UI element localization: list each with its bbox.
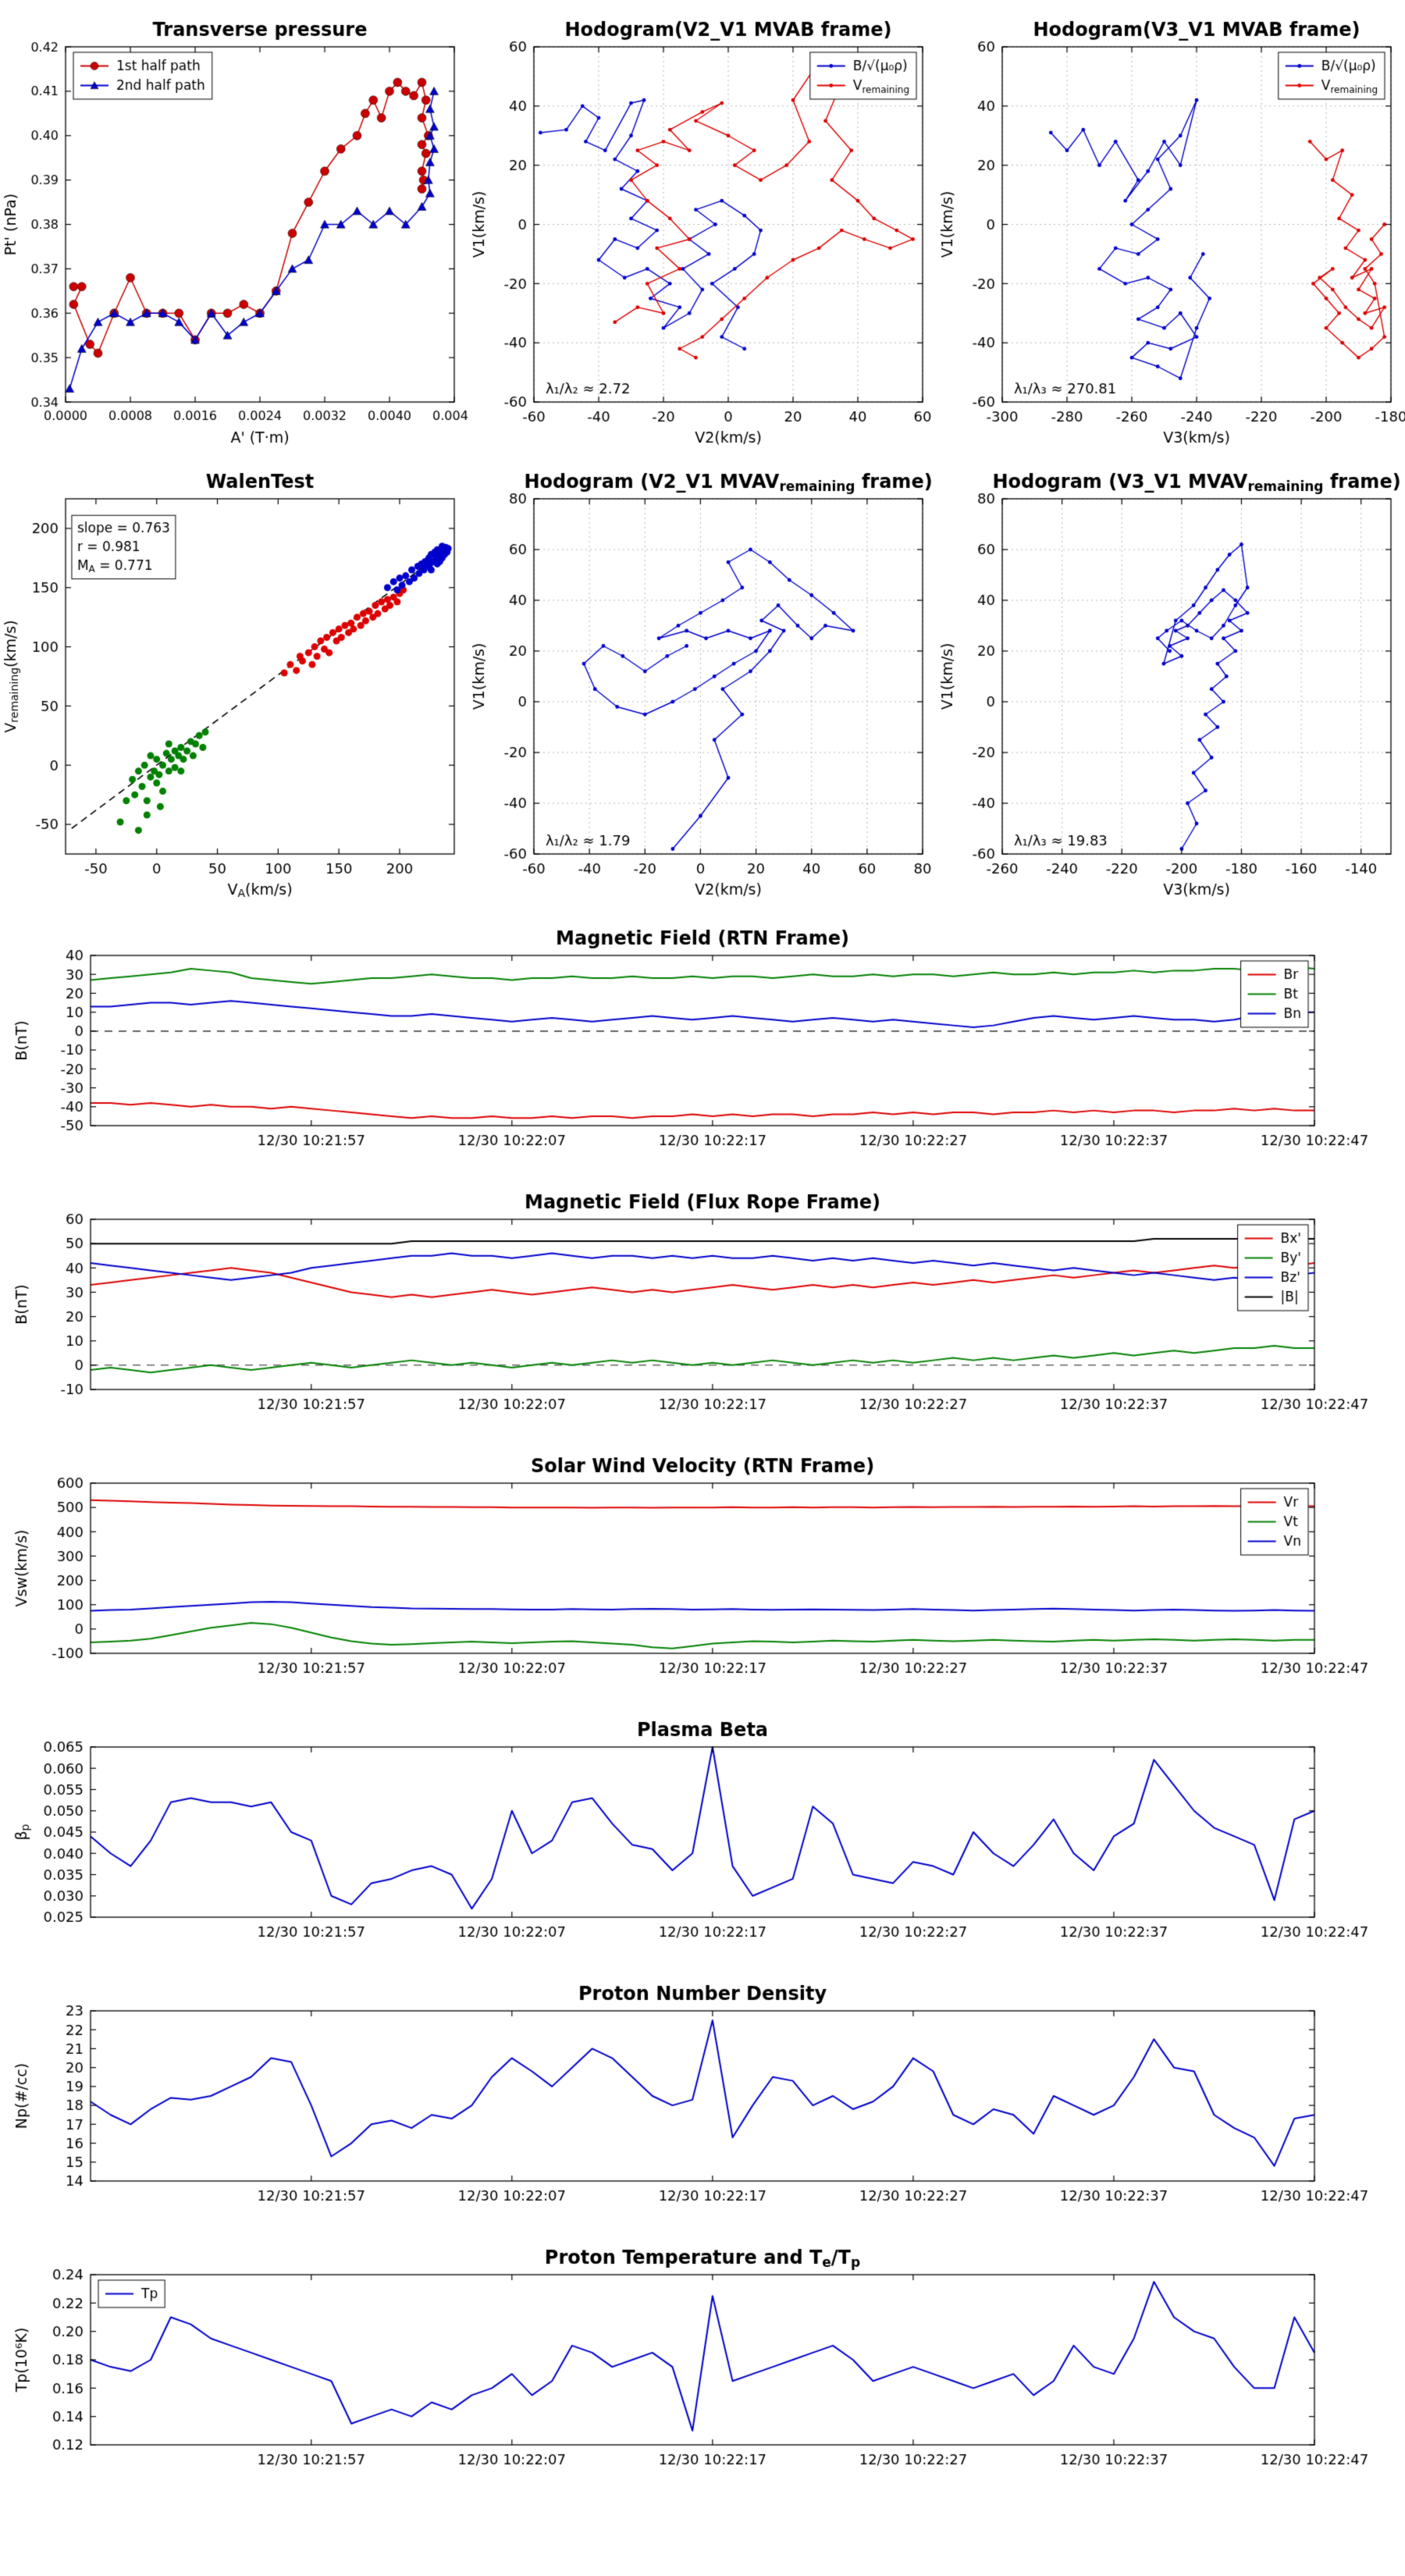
chart-plasma-beta xyxy=(0,1713,1405,1955)
chart-proton-number-density xyxy=(0,1976,1405,2218)
chart-transverse-pressure xyxy=(0,11,468,452)
chart-solar-wind-velocity xyxy=(0,1449,1405,1691)
chart-magnetic-field-rtn xyxy=(0,921,1405,1163)
chart-hodogram-v2v1-mvab xyxy=(468,11,937,452)
chart-walen-test xyxy=(0,463,468,904)
analysis-plots-grid xyxy=(0,11,1405,904)
chart-hodogram-v3v1-mvav xyxy=(937,463,1405,904)
chart-hodogram-v2v1-mvav xyxy=(468,463,937,904)
flux-rope-analysis-figure xyxy=(0,11,1405,2482)
timeseries-stack xyxy=(0,921,1405,2482)
chart-hodogram-v3v1-mvab xyxy=(937,11,1405,452)
chart-proton-temperature xyxy=(0,2240,1405,2482)
chart-magnetic-field-flux-rope xyxy=(0,1185,1405,1427)
